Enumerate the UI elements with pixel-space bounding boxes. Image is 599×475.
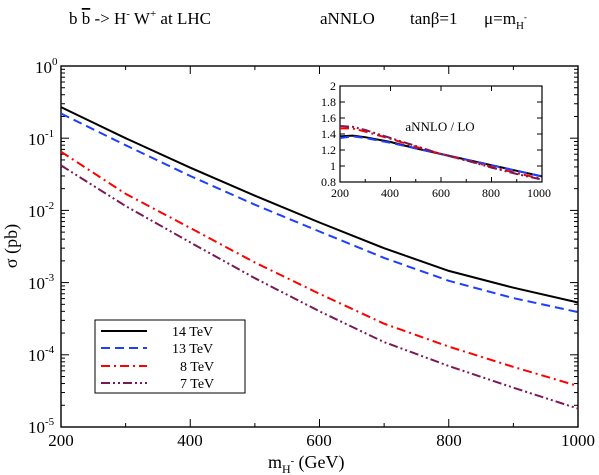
x-tick-label: 1000 [561, 431, 595, 450]
y-tick-label: 10-5 [28, 416, 55, 437]
inset-y-tick-label: 2 [330, 79, 336, 93]
main-ticks [60, 65, 579, 428]
series-line-7-tev [60, 164, 579, 410]
inset-x-tick-label: 600 [432, 186, 450, 200]
x-tick-label: 200 [48, 431, 74, 450]
y-tick-label: 10-1 [28, 128, 54, 149]
inset-y-tick-label: 0.8 [321, 175, 336, 189]
inset-label: aNNLO / LO [405, 119, 474, 134]
inset-series-line-7-tev [339, 125, 543, 181]
chart-title-order: aNNLO [320, 9, 375, 28]
inset-y-tick-label: 1.6 [321, 111, 336, 125]
x-tick-labels: 200 400 600 800 1000 [48, 431, 595, 450]
inset-x-tick-label: 800 [482, 186, 500, 200]
inset-series-line-13-tev [339, 135, 543, 178]
inset-frame [339, 85, 543, 183]
legend: 14 TeV 13 TeV 8 TeV 7 TeV [94, 319, 246, 394]
x-tick-label: 800 [436, 431, 462, 450]
bbar-symbol: b [82, 9, 91, 28]
legend-label: 13 TeV [172, 342, 213, 357]
main-series [60, 106, 579, 410]
y-tick-label: 10-3 [28, 272, 55, 293]
legend-box [94, 319, 246, 394]
inset-series-line-8-tev [340, 127, 543, 180]
y-tick-label: 10-2 [28, 200, 54, 221]
y-axis-title: σ (pb) [1, 224, 22, 268]
inset-y-tick-label: 1 [330, 159, 336, 173]
legend-label: 14 TeV [172, 325, 213, 340]
legend-label: 8 TeV [180, 360, 214, 375]
y-tick-label: 100 [35, 56, 58, 77]
inset-y-tick-label: 1.4 [321, 127, 336, 141]
inset-y-tick-labels: 2 1.8 1.6 1.4 1.2 1 0.8 [321, 79, 336, 189]
x-tick-label: 400 [177, 431, 203, 450]
series-line-8-tev [60, 150, 579, 387]
x-axis-title: mH- (GeV) [268, 452, 345, 475]
y-tick-labels: 100 10-1 10-2 10-3 10-4 10-5 [28, 56, 58, 437]
chart-title: b b -> H- W+ at LHC [69, 8, 211, 28]
series-line-14-tev [60, 106, 579, 304]
y-tick-label: 10-4 [28, 344, 55, 365]
chart-title-scale: μ=mH- [484, 9, 527, 32]
inset-x-tick-label: 400 [381, 186, 399, 200]
inset-y-tick-label: 1.2 [321, 143, 336, 157]
inset-ticks [339, 85, 543, 183]
inset-series [339, 125, 543, 181]
legend-label: 7 TeV [180, 377, 214, 392]
series-line-13-tev [60, 112, 579, 314]
chart-title-tanbeta: tanβ=1 [410, 9, 458, 28]
inset-y-tick-label: 1.8 [321, 95, 336, 109]
inset: aNNLO / LO 2 1.8 1.6 1.4 1.2 1 0.8 200 4… [321, 79, 551, 200]
inset-x-tick-label: 1000 [527, 186, 551, 200]
inset-x-tick-labels: 200 400 600 800 1000 [331, 186, 551, 200]
x-tick-label: 600 [306, 431, 332, 450]
inset-x-tick-label: 200 [331, 186, 349, 200]
